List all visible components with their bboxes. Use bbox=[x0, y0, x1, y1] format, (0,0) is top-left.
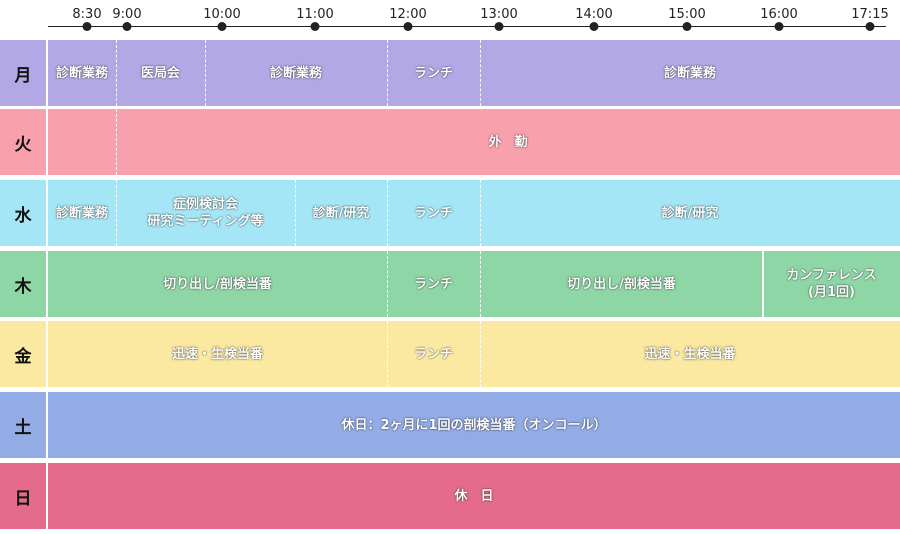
block-separator bbox=[295, 180, 296, 246]
time-label: 14:00 bbox=[575, 7, 613, 22]
block-separator bbox=[480, 180, 481, 246]
schedule-block: 休日：2ヶ月に1回の剖検当番（オンコール） bbox=[341, 417, 607, 433]
timeline-header: 8:30 9:00 10:00 11:00 12:00 13:00 14:00 15:00 16… bbox=[0, 0, 900, 40]
time-tick-dot bbox=[589, 22, 599, 31]
day-label: 火 bbox=[0, 109, 46, 175]
block-separator bbox=[762, 251, 764, 317]
time-label: 10:00 bbox=[203, 7, 241, 22]
day-row-background bbox=[48, 251, 900, 317]
schedule-block: 切り出し/剖検当番 bbox=[567, 276, 676, 292]
time-tick-dot bbox=[494, 22, 504, 31]
time-tick-dot bbox=[403, 22, 413, 31]
time-label: 9:00 bbox=[112, 7, 142, 22]
block-separator bbox=[480, 251, 481, 317]
schedule-block: ランチ bbox=[413, 276, 453, 292]
day-row-background bbox=[48, 180, 900, 246]
block-separator bbox=[480, 321, 481, 387]
day-row-background bbox=[48, 109, 900, 175]
schedule-block: ランチ bbox=[413, 65, 453, 81]
schedule-block: 切り出し/剖検当番 bbox=[163, 276, 272, 292]
block-separator bbox=[387, 251, 388, 317]
day-row-background bbox=[48, 463, 900, 529]
time-label: 13:00 bbox=[480, 7, 518, 22]
schedule-block: 症例検討会 研究ミーティング等 bbox=[147, 197, 264, 229]
day-row: 土 休日：2ヶ月に1回の剖検当番（オンコール） bbox=[0, 392, 900, 458]
block-separator bbox=[387, 40, 388, 106]
time-tick-dot bbox=[774, 22, 784, 31]
day-label: 水 bbox=[0, 180, 46, 246]
day-row: 金 迅速・生検当番 ランチ 迅速・生検当番 bbox=[0, 321, 900, 387]
block-separator bbox=[205, 40, 206, 106]
time-label: 17:15 bbox=[851, 7, 889, 22]
day-row: 木 切り出し/剖検当番 ランチ 切り出し/剖検当番 カンファレンス (月1回) bbox=[0, 251, 900, 317]
time-label: 11:00 bbox=[296, 7, 334, 22]
schedule-block: 医局会 bbox=[140, 65, 180, 81]
schedule-block: カンファレンス (月1回) bbox=[786, 268, 877, 300]
schedule-block: 休 日 bbox=[454, 488, 494, 504]
time-tick-dot bbox=[310, 22, 320, 31]
day-row-background bbox=[48, 321, 900, 387]
day-label: 月 bbox=[0, 40, 46, 106]
day-row-background bbox=[48, 40, 900, 106]
schedule-block: 診断業務 bbox=[269, 65, 322, 81]
day-label: 金 bbox=[0, 321, 46, 387]
day-label: 木 bbox=[0, 251, 46, 317]
schedule-block: 診断業務 bbox=[55, 205, 108, 221]
day-label: 土 bbox=[0, 392, 46, 458]
schedule-block: 迅速・生検当番 bbox=[644, 346, 736, 362]
block-separator bbox=[116, 180, 117, 246]
schedule-block: 診断業務 bbox=[663, 65, 716, 81]
time-tick-dot bbox=[682, 22, 692, 31]
day-row-background bbox=[48, 392, 900, 458]
day-row: 月診断業務 医局会 診断業務 ランチ 診断業務 bbox=[0, 40, 900, 106]
time-label: 16:00 bbox=[760, 7, 798, 22]
schedule-block: 迅速・生検当番 bbox=[171, 346, 263, 362]
block-separator bbox=[480, 40, 481, 106]
block-separator bbox=[116, 109, 117, 175]
day-row: 水診断業務 症例検討会 研究ミーティング等 診断/研究 ランチ 診断/研究 bbox=[0, 180, 900, 246]
time-tick-dot bbox=[865, 22, 875, 31]
time-label: 15:00 bbox=[668, 7, 706, 22]
block-separator bbox=[116, 40, 117, 106]
schedule-block: 外 勤 bbox=[488, 134, 528, 150]
schedule-block: ランチ bbox=[413, 346, 453, 362]
time-tick-dot bbox=[82, 22, 92, 31]
time-tick-dot bbox=[122, 22, 132, 31]
schedule-block bbox=[48, 109, 116, 175]
schedule-block: 診断/研究 bbox=[661, 205, 719, 221]
schedule-block: 診断/研究 bbox=[312, 205, 370, 221]
timeline-axis-line bbox=[48, 26, 886, 27]
block-separator bbox=[387, 180, 388, 246]
schedule-block: 診断業務 bbox=[55, 65, 108, 81]
time-label: 12:00 bbox=[389, 7, 427, 22]
day-label: 日 bbox=[0, 463, 46, 529]
day-row: 火外 勤 bbox=[0, 109, 900, 175]
time-label: 8:30 bbox=[72, 7, 102, 22]
time-tick-dot bbox=[217, 22, 227, 31]
day-row: 日休 日 bbox=[0, 463, 900, 529]
block-separator bbox=[387, 321, 388, 387]
schedule-block: ランチ bbox=[413, 205, 453, 221]
